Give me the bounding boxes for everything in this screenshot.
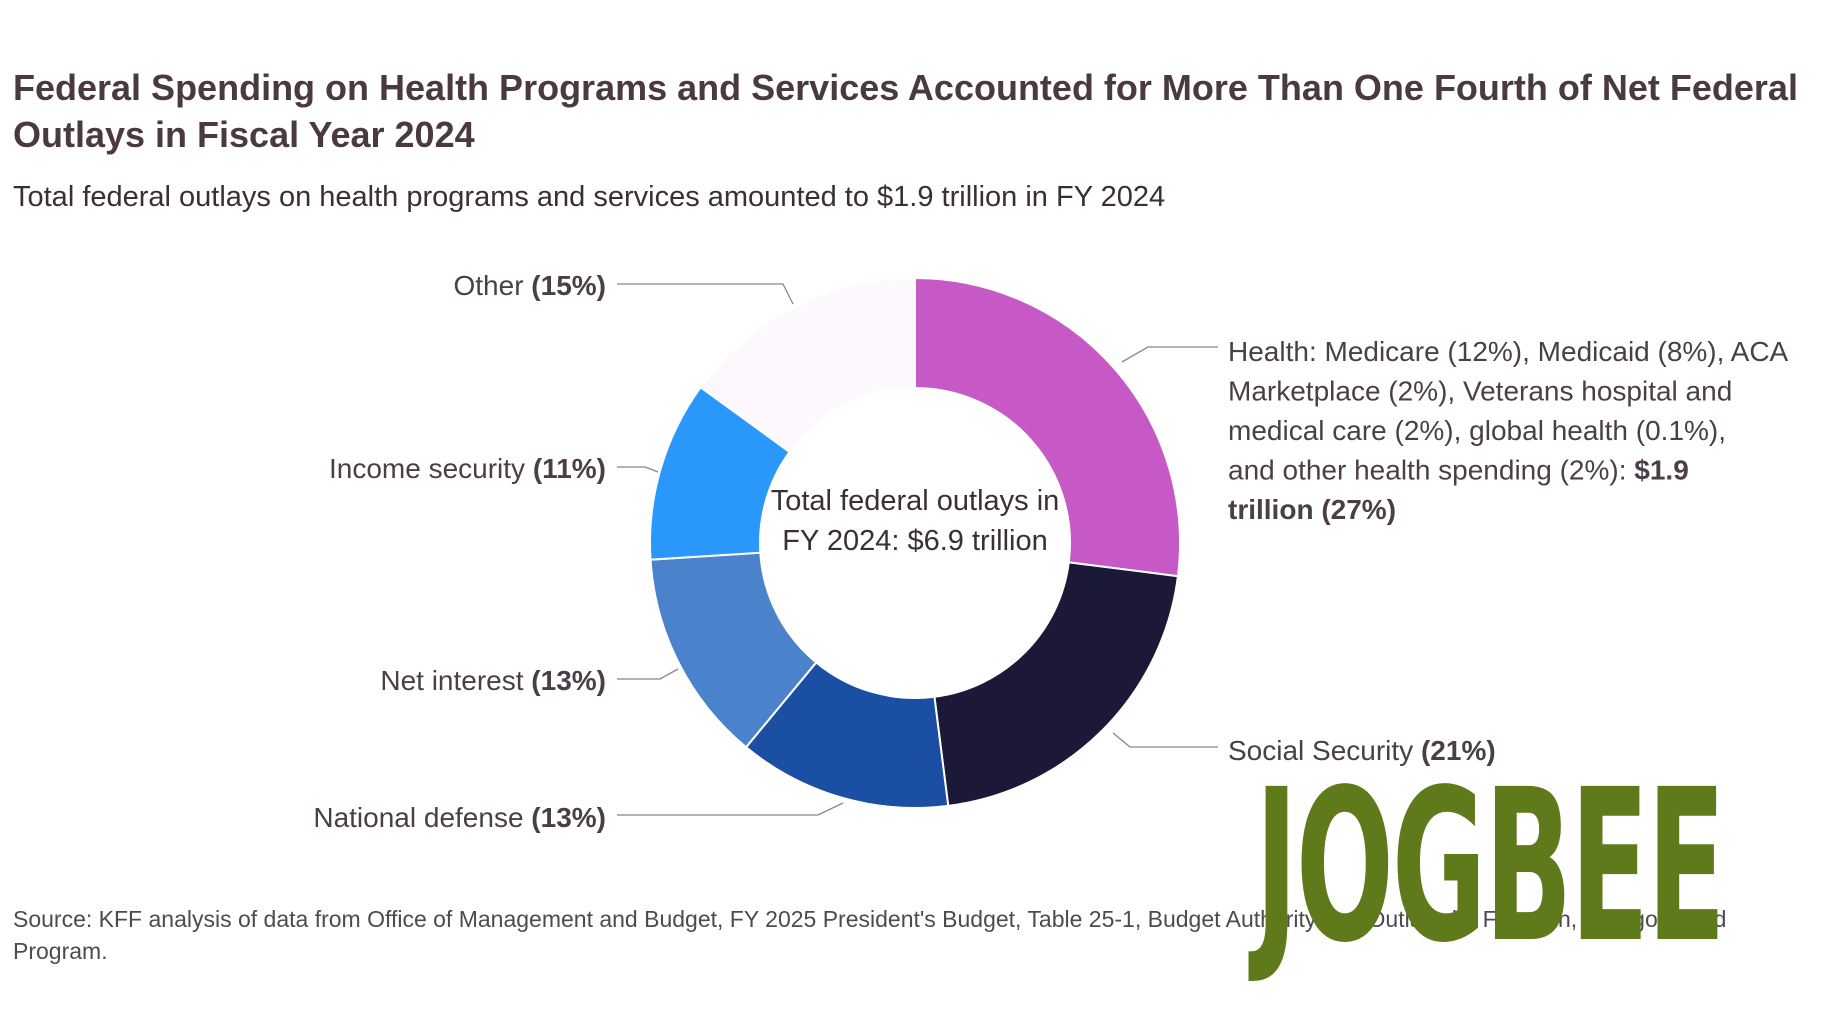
center-label: Total federal outlays in FY 2024: $6.9 t… bbox=[770, 485, 1060, 557]
chart-subtitle: Total federal outlays on health programs… bbox=[13, 181, 1166, 213]
slice-label-net-interest: Net interest (13%) bbox=[380, 665, 606, 696]
slice-other[interactable] bbox=[699, 276, 916, 454]
slice-label-other: Other (15%) bbox=[453, 270, 606, 301]
leader-line-social-security bbox=[1112, 732, 1218, 748]
slice-label-health: Health: Medicare (12%), Medicaid (8%), A… bbox=[1228, 336, 1789, 525]
chart-title: Federal Spending on Health Programs and … bbox=[13, 67, 1798, 155]
slice-label-income-security: Income security (11%) bbox=[329, 453, 606, 484]
slice-social-security[interactable] bbox=[933, 561, 1180, 808]
leader-line-income-security bbox=[617, 466, 659, 473]
leader-line-net-interest bbox=[617, 668, 679, 680]
leader-line-health bbox=[1121, 346, 1218, 363]
slice-health[interactable] bbox=[914, 276, 1181, 578]
leader-line-other bbox=[617, 283, 794, 305]
source-note: Source: KFF analysis of data from Office… bbox=[13, 906, 1727, 964]
watermark-logo: JOGBEE bbox=[1255, 744, 1726, 989]
leader-line-national-defense bbox=[617, 802, 844, 816]
slice-label-national-defense: National defense (13%) bbox=[313, 802, 606, 833]
slice-label-social-security: Social Security (21%) bbox=[1228, 735, 1496, 766]
